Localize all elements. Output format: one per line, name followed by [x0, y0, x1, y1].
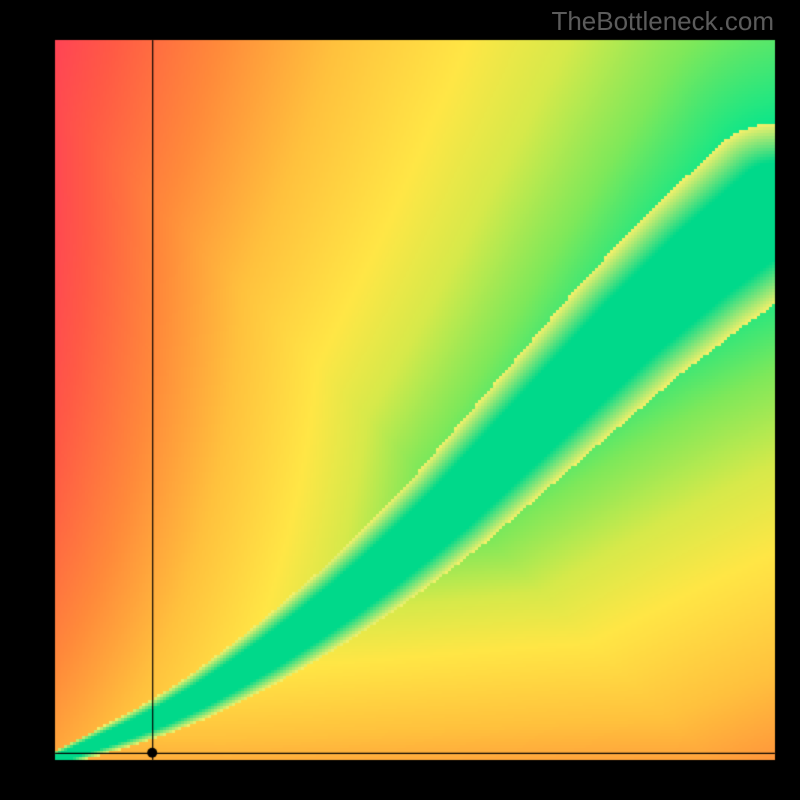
chart-container: TheBottleneck.com — [0, 0, 800, 800]
crosshair-overlay — [0, 0, 800, 800]
watermark-text: TheBottleneck.com — [551, 6, 774, 37]
